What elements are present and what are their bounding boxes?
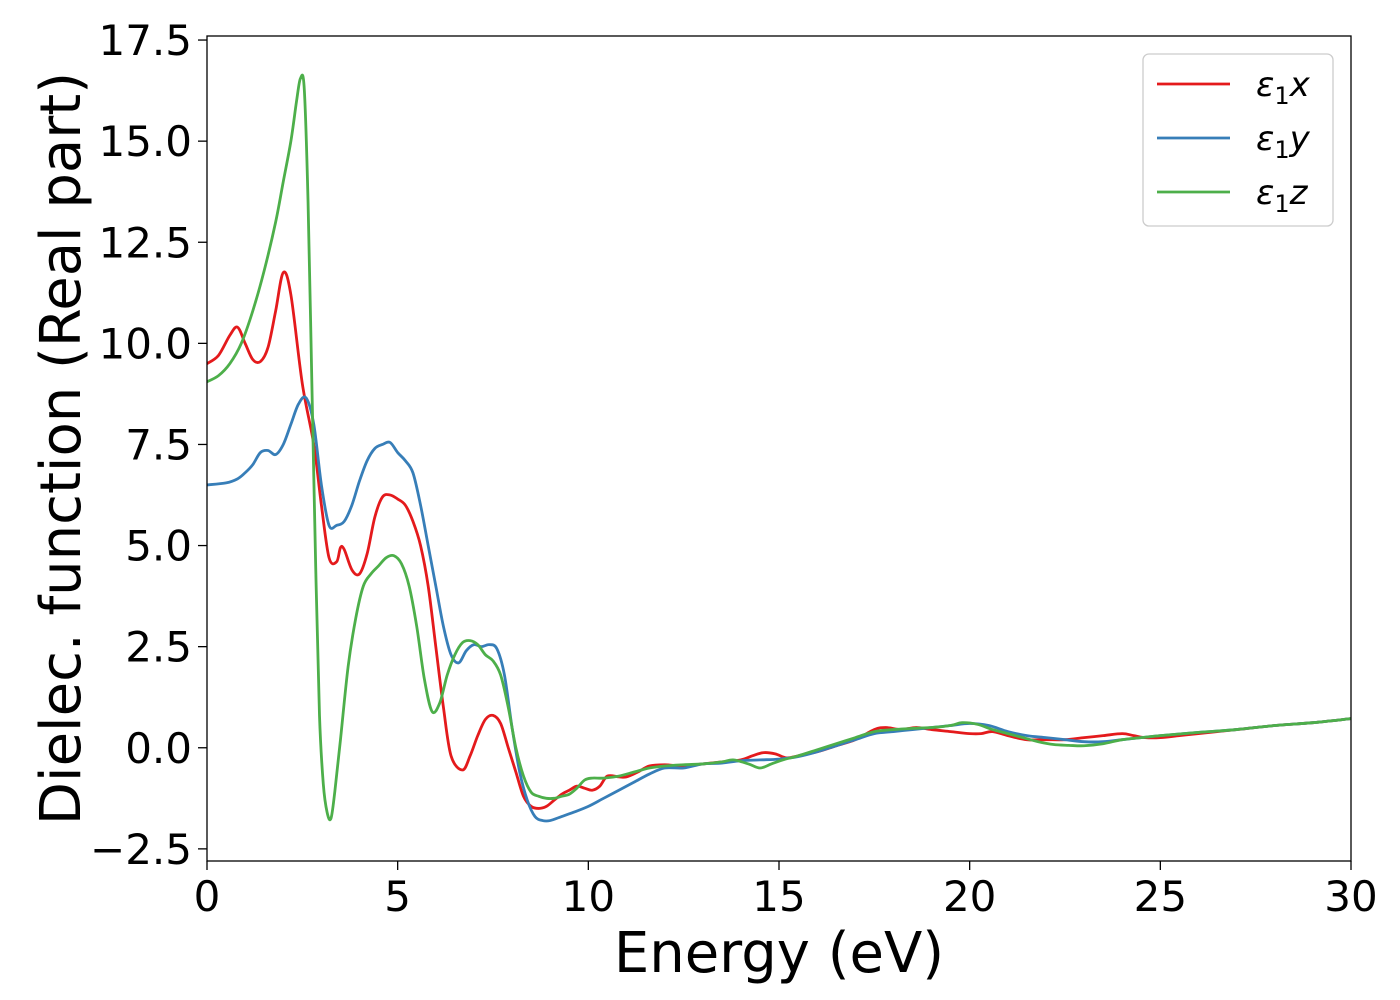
y-tick-label: 15.0 — [98, 117, 192, 166]
x-tick-label: 0 — [194, 872, 221, 921]
x-tick-label: 20 — [943, 872, 996, 921]
legend-axis: z — [1289, 173, 1309, 213]
legend-symbol: ε — [1256, 119, 1274, 159]
x-tick-label: 25 — [1134, 872, 1187, 921]
x-tick-label: 5 — [384, 872, 411, 921]
legend-subscript: 1 — [1274, 136, 1289, 164]
legend-axis: x — [1289, 65, 1311, 105]
legend-label: ε1y — [1256, 119, 1311, 164]
y-axis: −2.5 0.0 2.5 5.0 7.5 10.0 12.5 15.0 17.5 — [90, 16, 207, 874]
x-tick-label: 10 — [562, 872, 615, 921]
y-tick-label: 17.5 — [98, 16, 192, 65]
series-line-x — [207, 270, 1351, 810]
y-axis-title: Dielec. function (Real part) — [29, 72, 94, 825]
legend-subscript: 1 — [1274, 82, 1289, 110]
y-tick-label: −2.5 — [90, 825, 192, 874]
series-line-z — [207, 73, 1351, 822]
y-tick-label: 5.0 — [125, 522, 192, 571]
series-line-y — [207, 395, 1351, 823]
x-axis: 0 5 10 15 20 25 30 — [194, 861, 1378, 921]
legend-label: ε1z — [1256, 173, 1309, 218]
y-tick-label: 2.5 — [125, 623, 192, 672]
legend-label: ε1x — [1256, 65, 1311, 110]
legend-axis: y — [1289, 119, 1311, 159]
plot-lines — [207, 73, 1351, 823]
x-tick-label: 30 — [1324, 872, 1377, 921]
legend-subscript: 1 — [1274, 190, 1289, 218]
legend-box — [1142, 53, 1334, 227]
y-tick-label: 12.5 — [98, 218, 192, 267]
legend-symbol: ε — [1256, 173, 1274, 213]
y-tick-label: 7.5 — [125, 420, 192, 469]
x-axis-title: Energy (eV) — [614, 921, 944, 986]
y-tick-label: 10.0 — [98, 319, 192, 368]
y-tick-label: 0.0 — [125, 724, 192, 773]
legend-symbol: ε — [1256, 65, 1274, 105]
x-tick-label: 15 — [752, 872, 805, 921]
